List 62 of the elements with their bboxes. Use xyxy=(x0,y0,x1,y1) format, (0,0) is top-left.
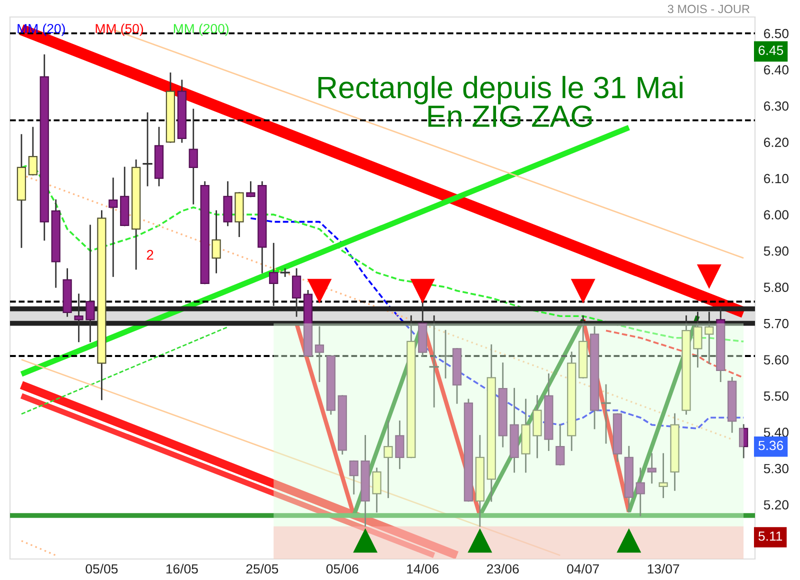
y-tick-label: 6.20 xyxy=(764,138,788,147)
x-tick-label: 13/07 xyxy=(648,564,680,574)
y-tick-label: 5.80 xyxy=(764,282,788,292)
candlestick xyxy=(292,268,302,317)
line-series xyxy=(250,217,744,430)
candlestick xyxy=(693,312,702,368)
y-tick-label: 5.30 xyxy=(764,464,788,474)
candlestick xyxy=(556,424,565,466)
candlestick xyxy=(314,326,324,382)
y-tick-label: 6.30 xyxy=(764,101,788,111)
point xyxy=(410,278,434,303)
annotation: 6.45 xyxy=(758,46,784,55)
candlestick xyxy=(440,330,450,378)
y-tick-label: 5.50 xyxy=(764,391,788,401)
x-tick-label: 05/05 xyxy=(86,564,118,574)
candlestick xyxy=(658,453,668,498)
candlestick xyxy=(601,384,611,444)
candlestick xyxy=(246,181,256,198)
candlestick xyxy=(108,178,118,277)
annotation: 5.11 xyxy=(758,532,782,541)
x-tick-label: 16/05 xyxy=(166,564,198,574)
candlestick xyxy=(738,424,748,458)
x-tick-label: 04/07 xyxy=(567,564,599,574)
y-tick-label: 6.50 xyxy=(764,28,788,38)
candlestick xyxy=(74,294,84,342)
x-tick-label: 14/06 xyxy=(407,564,439,574)
annotation: Rectangle depuis le 31 Mai xyxy=(318,76,682,104)
annotation: 2 xyxy=(146,250,154,260)
y-tick-label: 5.90 xyxy=(764,246,788,256)
annotation: 5.36 xyxy=(758,440,784,450)
candlestick xyxy=(384,420,393,498)
y-tick-label: 6.40 xyxy=(764,65,788,74)
candlestick xyxy=(372,468,382,513)
y-tick-label: 6.00 xyxy=(764,210,788,220)
line-series xyxy=(605,330,744,379)
y-tick-label: 5.20 xyxy=(764,500,788,510)
y-tick-label: 6.10 xyxy=(764,174,788,184)
candlestick xyxy=(636,468,645,516)
candlestick xyxy=(212,210,221,274)
candlestick xyxy=(429,315,439,408)
point xyxy=(571,278,595,303)
candlestick xyxy=(142,112,152,186)
x-tick-label: 25/05 xyxy=(246,564,278,574)
candlestick xyxy=(269,242,278,306)
chart-subtitle: 3 MOIS - JOUR xyxy=(668,4,750,14)
x-tick-label: 23/06 xyxy=(487,564,519,574)
candlestick xyxy=(280,268,290,277)
candlestick xyxy=(349,460,358,494)
candlestick xyxy=(28,126,38,176)
point xyxy=(354,529,378,553)
candlestick xyxy=(647,453,656,484)
x-tick-label: 05/06 xyxy=(326,564,358,574)
candlestick xyxy=(86,224,95,342)
y-tick-label: 5.60 xyxy=(764,355,788,365)
candlestick xyxy=(395,420,404,470)
point xyxy=(697,264,721,288)
candlestick xyxy=(188,108,198,204)
candlestick xyxy=(704,312,714,364)
point xyxy=(308,278,332,303)
y-tick-label: 5.70 xyxy=(764,318,788,328)
point xyxy=(468,529,492,553)
point xyxy=(617,529,641,553)
